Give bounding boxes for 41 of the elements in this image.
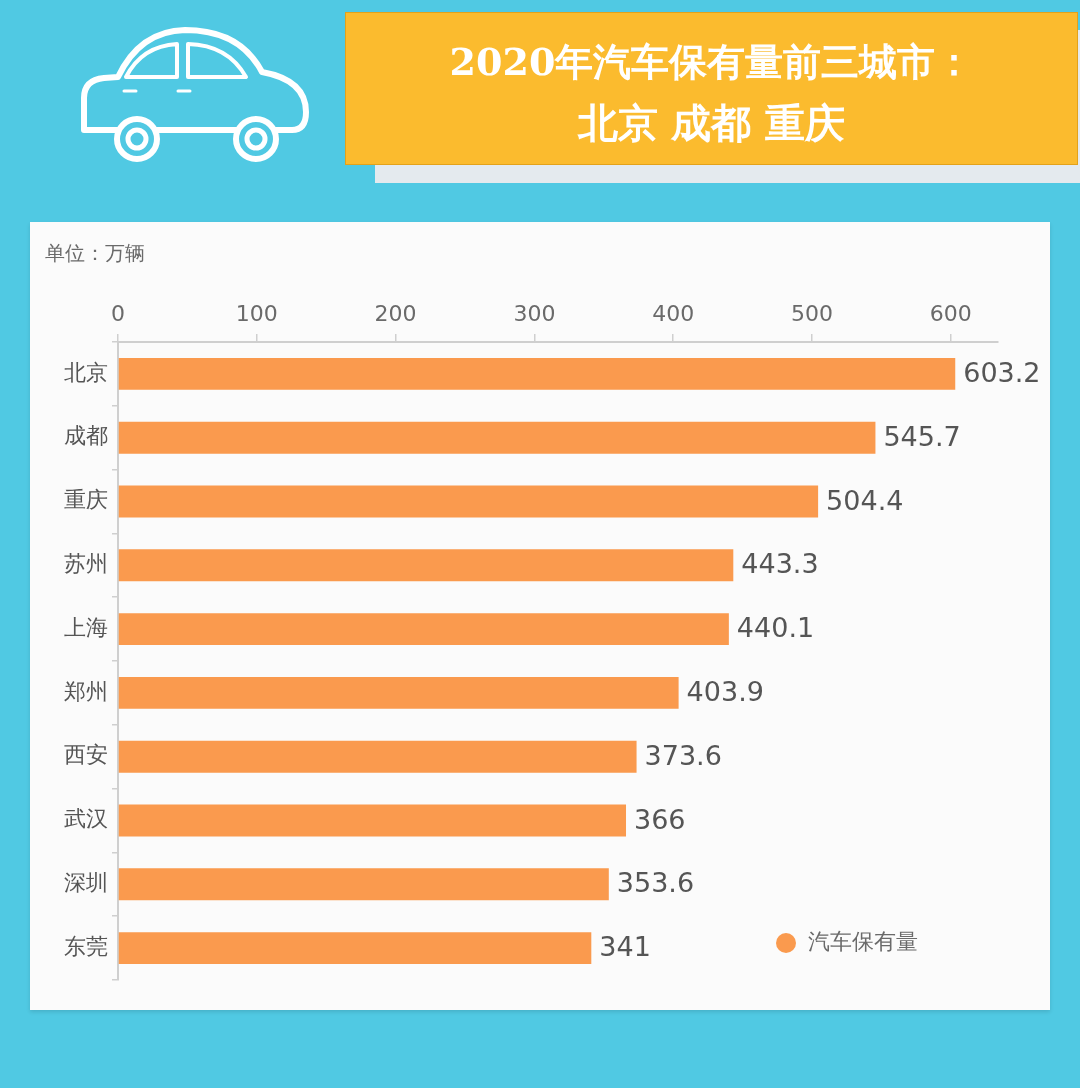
y-tick-label: 西安 [64, 742, 108, 768]
chart-subtitle: 北京 成都 重庆 [576, 99, 847, 148]
y-tick-label: 北京 [64, 359, 108, 385]
text: 单位：万辆 [45, 241, 145, 266]
y-tick-label: 成都 [64, 423, 108, 449]
data-label: 373.6 [644, 739, 722, 771]
data-label: 504.4 [826, 484, 904, 516]
x-tick-label: 100 [235, 300, 278, 326]
data-label: 603.2 [963, 356, 1041, 388]
bar [118, 613, 729, 646]
bar [118, 932, 592, 965]
y-tick-label: 武汉 [64, 806, 108, 832]
data-label: 403.9 [686, 675, 764, 707]
bar [118, 868, 609, 901]
bar [118, 485, 819, 518]
bar [118, 549, 734, 582]
y-tick-label: 东莞 [64, 933, 108, 959]
data-label: 366 [634, 803, 686, 835]
bar [118, 804, 627, 837]
data-label: 440.1 [736, 612, 815, 644]
chart-title: 2020年汽车保有量前三城市： [448, 38, 975, 86]
data-label: 443.3 [741, 548, 819, 580]
legend-label: 汽车保有量 [808, 928, 918, 954]
x-tick-label: 600 [929, 300, 972, 326]
x-tick-label: 500 [791, 300, 834, 326]
y-tick-label: 苏州 [64, 551, 108, 577]
x-tick-label: 300 [513, 300, 556, 326]
data-label: 341 [599, 931, 651, 963]
x-tick-label: 200 [374, 300, 417, 326]
x-tick-label: 0 [111, 300, 125, 326]
bar [118, 357, 956, 390]
bar [118, 676, 679, 709]
x-tick-label: 400 [652, 300, 695, 326]
data-label: 353.6 [616, 867, 695, 899]
y-tick-label: 重庆 [64, 487, 108, 513]
y-tick-label: 深圳 [64, 870, 108, 896]
bar [118, 421, 876, 454]
y-tick-label: 郑州 [64, 678, 108, 704]
y-tick-label: 上海 [64, 614, 108, 640]
bar [118, 740, 637, 773]
data-label: 545.7 [883, 420, 961, 452]
